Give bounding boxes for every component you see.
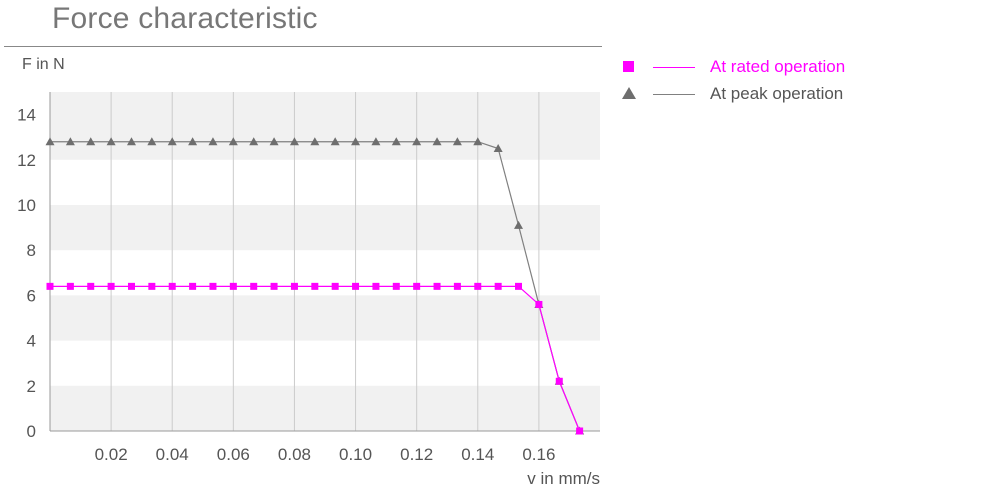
data-point-triangle	[167, 137, 177, 146]
series-rated	[46, 282, 584, 435]
legend-label-peak: At peak operation	[710, 84, 844, 103]
data-point-square	[392, 282, 400, 290]
chart-title: Force characteristic	[52, 2, 318, 35]
data-point-square	[311, 282, 319, 290]
data-point-triangle	[147, 137, 157, 146]
data-point-square	[66, 282, 74, 290]
y-tick-label: 10	[17, 196, 36, 215]
data-point-triangle	[45, 137, 55, 146]
x-tick-label: 0.16	[522, 445, 555, 464]
data-point-triangle	[330, 137, 340, 146]
y-tick-label: 4	[27, 332, 36, 351]
square-marker-icon	[623, 61, 634, 72]
data-point-square	[168, 282, 176, 290]
data-point-triangle	[310, 137, 320, 146]
data-point-square	[555, 377, 563, 385]
data-point-triangle	[452, 137, 462, 146]
data-series	[45, 137, 585, 435]
legend-label-rated: At rated operation	[710, 57, 846, 76]
legend-line-rated	[653, 67, 695, 68]
data-point-square	[331, 282, 339, 290]
x-tick-label: 0.12	[400, 445, 433, 464]
axes	[49, 92, 600, 432]
data-point-square	[148, 282, 156, 290]
title-divider	[4, 46, 602, 47]
y-tick-label: 8	[27, 241, 36, 260]
y-tick-labels: 0 2 4 6 8 10 12 14	[17, 106, 36, 441]
x-tick-label: 0.10	[339, 445, 372, 464]
y-tick-label: 6	[27, 286, 36, 305]
data-point-square	[474, 282, 482, 290]
data-point-triangle	[412, 137, 422, 146]
y-tick-label: 12	[17, 151, 36, 170]
y-tick-label: 2	[27, 377, 36, 396]
data-point-triangle	[432, 137, 442, 146]
data-point-triangle	[126, 137, 136, 146]
background-band	[50, 205, 600, 251]
legend-line-peak	[653, 94, 695, 95]
data-point-square	[413, 282, 421, 290]
data-point-square	[290, 282, 298, 290]
x-tick-label: 0.02	[95, 445, 128, 464]
data-point-square	[107, 282, 115, 290]
data-point-square	[535, 300, 543, 308]
background-bands	[50, 92, 600, 431]
x-tick-label: 0.04	[156, 445, 189, 464]
data-point-square	[87, 282, 95, 290]
data-point-square	[453, 282, 461, 290]
data-point-square	[372, 282, 380, 290]
data-point-triangle	[208, 137, 218, 146]
data-point-triangle	[514, 220, 524, 229]
x-tick-label: 0.06	[217, 445, 250, 464]
data-point-triangle	[188, 137, 198, 146]
data-point-square	[127, 282, 135, 290]
y-tick-label: 14	[17, 106, 36, 125]
y-axis-label: F in N	[22, 56, 65, 73]
vertical-gridlines	[110, 92, 540, 431]
data-point-square	[515, 282, 523, 290]
data-point-triangle	[65, 137, 75, 146]
data-point-triangle	[249, 137, 259, 146]
data-point-square	[189, 282, 197, 290]
data-point-square	[46, 282, 54, 290]
x-tick-labels: 0.02 0.04 0.06 0.08 0.10 0.12 0.14 0.16	[95, 445, 556, 464]
background-band	[50, 385, 600, 431]
data-point-square	[433, 282, 441, 290]
data-point-triangle	[106, 137, 116, 146]
data-point-triangle	[269, 137, 279, 146]
x-axis-label: v in mm/s	[527, 469, 600, 488]
triangle-marker-icon	[622, 87, 636, 99]
x-tick-label: 0.08	[278, 445, 311, 464]
data-point-square	[209, 282, 217, 290]
data-point-square	[576, 427, 584, 435]
data-point-triangle	[493, 144, 503, 152]
data-point-square	[494, 282, 502, 290]
data-point-triangle	[371, 137, 381, 146]
y-tick-label: 0	[27, 422, 36, 441]
data-point-triangle	[228, 137, 238, 146]
background-band	[50, 92, 600, 160]
data-point-square	[352, 282, 360, 290]
data-point-square	[270, 282, 278, 290]
data-point-triangle	[473, 137, 483, 146]
data-point-square	[229, 282, 237, 290]
data-point-triangle	[289, 137, 299, 146]
data-point-square	[250, 282, 258, 290]
data-point-triangle	[86, 137, 96, 146]
data-point-triangle	[351, 137, 361, 146]
x-tick-label: 0.14	[461, 445, 494, 464]
data-point-triangle	[391, 137, 401, 146]
background-band	[50, 295, 600, 341]
